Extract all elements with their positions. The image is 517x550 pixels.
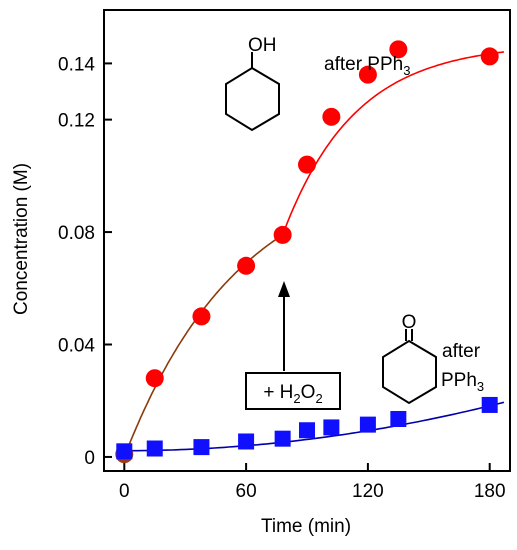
x-axis-title: Time (min): [261, 516, 351, 537]
data-point-circle: [358, 65, 377, 84]
fit-curve: [123, 234, 284, 458]
annotation-pph3-bottom: PPh3: [441, 370, 484, 394]
x-tick-label: 120: [352, 481, 384, 502]
data-point-circle: [273, 225, 292, 244]
cyclohexanol-structure-icon: OH: [225, 35, 280, 132]
data-point-circle: [237, 256, 256, 275]
annotation-after-bottom: after: [442, 341, 481, 362]
y-axis-ticks: 0 0.04 0.08 0.12 0.14: [58, 54, 112, 469]
data-point-circle: [389, 40, 408, 59]
h2o2-label: + H2O2: [263, 382, 322, 406]
h2o2-box: [245, 372, 341, 410]
data-point-circle: [145, 369, 164, 388]
data-point-square: [481, 396, 498, 413]
y-axis-title: Concentration (M): [11, 163, 32, 315]
x-axis-ticks: 0 60 120 180: [119, 463, 506, 502]
y-tick-label: 0: [84, 448, 95, 469]
y-tick-label: 0.04: [58, 336, 95, 357]
data-points: [115, 40, 499, 464]
cyclohexanone-structure-icon: O: [382, 312, 437, 405]
data-point-square: [238, 433, 255, 450]
annotation-after-pph3-top: after PPh3: [324, 54, 410, 78]
data-point-square: [193, 439, 210, 456]
data-point-square: [274, 430, 291, 447]
data-point-square: [390, 410, 407, 427]
data-point-square: [146, 440, 163, 457]
h2o2-addition-marker: + H2O2: [245, 281, 341, 410]
y-tick-label: 0.14: [58, 54, 95, 75]
data-point-square: [359, 416, 376, 433]
arrow-head-icon: [278, 281, 290, 297]
data-point-square: [116, 443, 133, 460]
data-point-circle: [322, 107, 341, 126]
y-tick-label: 0.08: [58, 223, 95, 244]
x-tick-label: 0: [119, 481, 130, 502]
x-tick-label: 60: [236, 481, 257, 502]
data-point-circle: [192, 307, 211, 326]
ketone-o-label: O: [402, 312, 417, 333]
data-point-square: [299, 422, 315, 439]
data-point-square: [323, 419, 340, 436]
y-tick-label: 0.12: [58, 111, 95, 132]
x-tick-label: 180: [474, 481, 506, 502]
oh-label: OH: [248, 35, 277, 56]
fit-curve: [281, 51, 505, 236]
data-point-circle: [298, 155, 316, 174]
data-point-circle: [480, 47, 499, 66]
fit-curve: [124, 401, 505, 452]
plot-frame: [103, 9, 511, 472]
